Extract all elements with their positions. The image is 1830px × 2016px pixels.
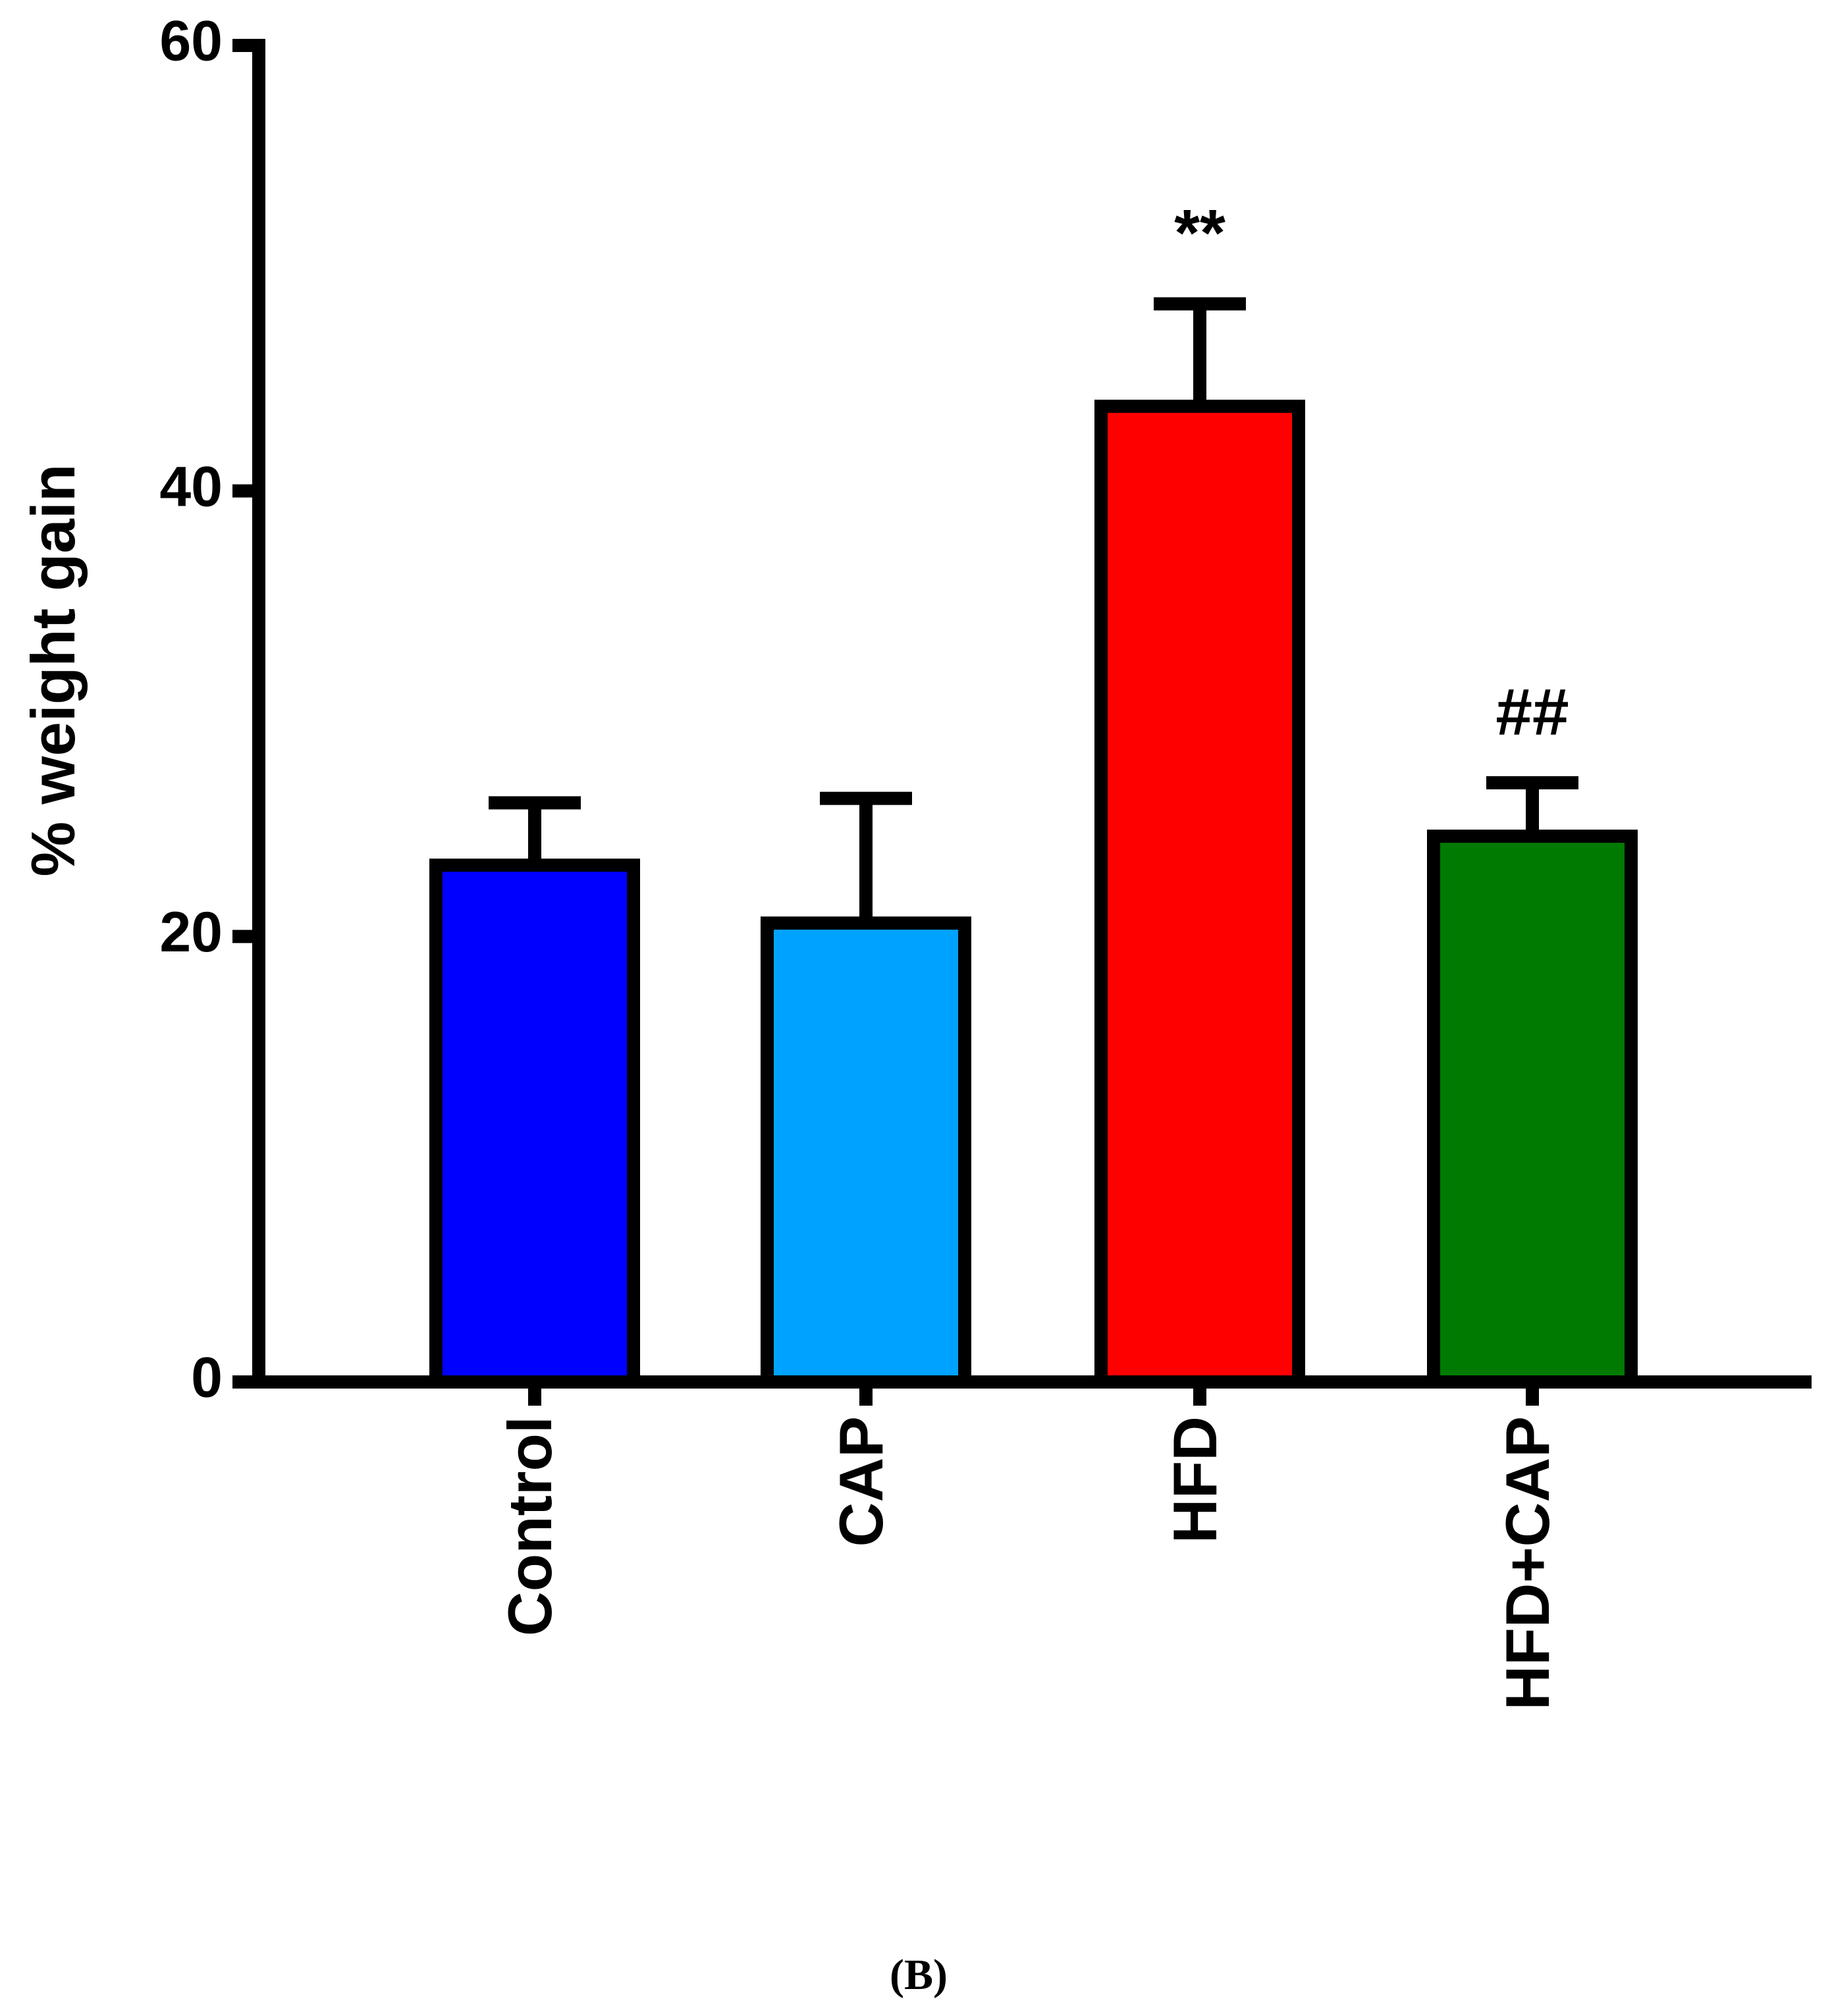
significance-label: ** bbox=[1174, 196, 1225, 270]
y-tick-label: 0 bbox=[191, 1346, 223, 1410]
bar bbox=[429, 859, 640, 1389]
bar bbox=[1427, 830, 1638, 1389]
caption: (B) bbox=[890, 1951, 948, 1999]
y-tick-label: 60 bbox=[159, 10, 223, 73]
y-tick-label: 20 bbox=[159, 901, 223, 964]
x-tick-label: HFD bbox=[1160, 1416, 1229, 1543]
bar bbox=[761, 916, 971, 1389]
x-tick-label: HFD+CAP bbox=[1493, 1416, 1562, 1711]
x-tick-label: CAP bbox=[826, 1416, 896, 1547]
bar bbox=[1094, 400, 1305, 1389]
x-tick-label: Control bbox=[495, 1416, 564, 1636]
significance-label: ## bbox=[1495, 675, 1569, 749]
y-tick-label: 40 bbox=[159, 455, 223, 518]
y-axis-label: % weight gain bbox=[18, 464, 88, 877]
